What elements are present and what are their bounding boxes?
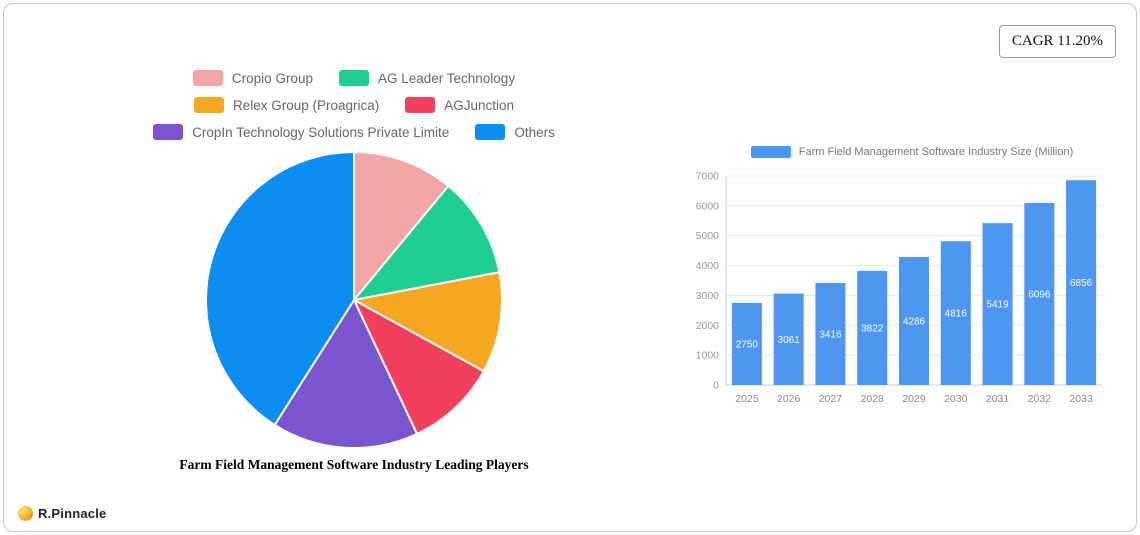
- bar-section: Farm Field Management Software Industry …: [692, 146, 1132, 417]
- bar-value-label: 3822: [861, 323, 884, 334]
- legend-label: CropIn Technology Solutions Private Limi…: [192, 124, 450, 140]
- legend-label: Others: [514, 124, 555, 140]
- bar: [940, 241, 971, 385]
- y-axis-tick-label: 7000: [696, 171, 720, 183]
- pie-section: Cropio Group AG Leader Technology Relex Gr…: [59, 70, 649, 473]
- legend-swatch: [405, 97, 436, 113]
- brand: R.Pinnacle: [18, 506, 106, 521]
- bar-value-label: 6856: [1070, 278, 1093, 289]
- legend-item[interactable]: Others: [475, 124, 555, 140]
- bar-value-label: 6096: [1028, 289, 1051, 300]
- pie-slice: [353, 271, 503, 373]
- bar: [899, 257, 929, 385]
- legend-item[interactable]: Cropio Group: [192, 70, 313, 86]
- brand-name: R.Pinnacle: [38, 506, 107, 521]
- x-axis-tick-label: 2031: [986, 393, 1010, 405]
- legend-item[interactable]: AG Leader Technology: [338, 70, 516, 86]
- brand-logo-icon: [18, 506, 33, 521]
- legend-label: Relex Group (Proagrica): [232, 97, 380, 113]
- x-axis-tick-label: 2033: [1069, 393, 1093, 405]
- pie-slice: [205, 151, 355, 426]
- y-axis-tick-label: 2000: [696, 320, 720, 332]
- y-axis-tick-label: 4000: [696, 260, 720, 272]
- bar-legend-item[interactable]: Farm Field Management Software Industry …: [692, 146, 1132, 158]
- legend-row: CropIn Technology Solutions Private Limi…: [153, 124, 555, 140]
- y-axis-tick-label: 6000: [696, 200, 720, 212]
- bar-value-label: 2750: [736, 339, 759, 350]
- bar: [1066, 180, 1097, 385]
- pie-slice: [353, 184, 501, 301]
- bar-value-label: 3416: [819, 330, 842, 341]
- legend-swatch: [338, 70, 369, 86]
- legend-row: Relex Group (Proagrica) AGJunction: [193, 97, 514, 113]
- bar-legend-swatch: [750, 146, 791, 158]
- cagr-badge: CAGR 11.20%: [998, 25, 1116, 58]
- bar-value-label: 3061: [778, 335, 801, 346]
- x-axis-tick-label: 2026: [777, 393, 801, 405]
- y-axis-tick-label: 1000: [696, 350, 720, 362]
- legend-swatch: [475, 124, 506, 140]
- legend-swatch: [193, 97, 224, 113]
- legend-item[interactable]: Relex Group (Proagrica): [193, 97, 380, 113]
- x-axis-tick-label: 2029: [902, 393, 926, 405]
- legend-label: AG Leader Technology: [377, 70, 516, 86]
- legend-label: Cropio Group: [231, 70, 313, 86]
- bar-value-label: 4816: [945, 309, 968, 320]
- pie-slice: [353, 299, 485, 435]
- bar: [731, 302, 762, 385]
- bar: [815, 283, 846, 385]
- bar-legend-label: Farm Field Management Software Industry …: [798, 146, 1074, 158]
- bar-value-label: 4286: [903, 317, 926, 328]
- x-axis-tick-label: 2032: [1028, 393, 1052, 405]
- legend-item[interactable]: AGJunction: [405, 97, 514, 113]
- x-axis-tick-label: 2025: [735, 393, 759, 405]
- pie-chart: [205, 151, 503, 449]
- x-axis-tick-label: 2028: [861, 393, 885, 405]
- legend-swatch: [192, 70, 223, 86]
- pie-legend: Cropio Group AG Leader Technology Relex Gr…: [59, 70, 649, 140]
- y-axis-tick-label: 0: [713, 380, 719, 392]
- legend-swatch: [153, 124, 184, 140]
- bar-value-label: 5419: [986, 300, 1009, 311]
- pie-title: Farm Field Management Software Industry …: [179, 457, 529, 472]
- legend-row: Cropio Group AG Leader Technology: [192, 70, 516, 86]
- bar: [773, 293, 804, 385]
- bar: [1024, 202, 1055, 385]
- y-axis-tick-label: 3000: [696, 290, 720, 302]
- legend-item[interactable]: CropIn Technology Solutions Private Limi…: [153, 124, 449, 140]
- bar: [857, 270, 888, 385]
- legend-label: AGJunction: [444, 97, 515, 113]
- bar-chart: 0 1000 2000 3000 4000 5000 6000 7000 2750 2025 306…: [696, 171, 1102, 405]
- y-axis-tick-label: 5000: [696, 230, 720, 242]
- x-axis-tick-label: 2027: [819, 393, 843, 405]
- x-axis-tick-label: 2030: [944, 393, 968, 405]
- bar: [982, 223, 1013, 385]
- report-card: CAGR 11.20% Cropio Group AG Leader Techno…: [3, 3, 1137, 532]
- pie-slice: [353, 151, 450, 301]
- pie-slice: [273, 299, 419, 449]
